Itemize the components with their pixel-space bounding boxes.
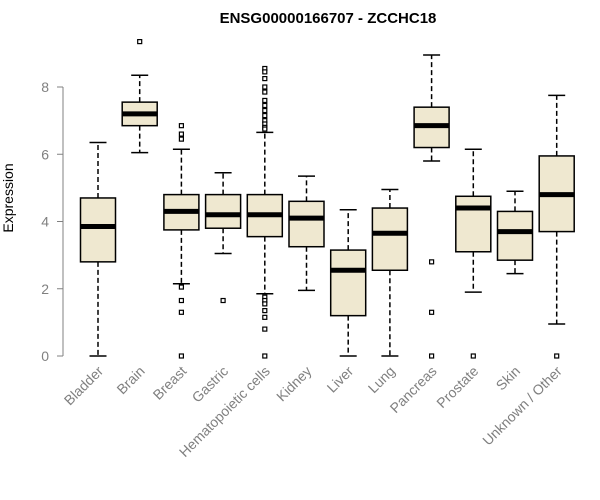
y-tick-label: 6: [41, 146, 49, 162]
box-group: [163, 123, 200, 359]
box-group: [538, 94, 575, 359]
x-tick-label: Unknown / Other: [479, 363, 565, 449]
y-tick-label: 0: [41, 348, 49, 364]
outlier-point: [470, 353, 476, 359]
chart-title: ENSG00000166707 - ZCCHC18: [220, 10, 437, 27]
x-tick-label: Breast: [150, 363, 190, 403]
box-group: [204, 171, 242, 304]
outlier-point: [429, 309, 435, 315]
outlier-point: [178, 136, 184, 142]
outlier-point: [262, 353, 268, 359]
box-iqr: [204, 193, 242, 229]
x-tick-label: Kidney: [273, 363, 315, 405]
x-tick-label: Brain: [113, 363, 147, 397]
outlier-point: [262, 97, 268, 104]
y-axis: 0 2 4 6 8: [41, 79, 64, 364]
outlier-point: [262, 107, 268, 114]
box-iqr: [288, 200, 325, 248]
y-tick-label: 2: [41, 281, 49, 297]
x-tick-label: Liver: [324, 363, 357, 396]
outlier-point: [262, 75, 268, 82]
x-tick-label: Prostate: [433, 363, 481, 411]
box-group: [121, 39, 158, 154]
outlier-point: [262, 69, 268, 75]
box-group: [496, 190, 534, 275]
outlier-point: [220, 297, 226, 304]
outlier-point: [262, 112, 268, 119]
outlier-point: [429, 259, 435, 265]
outlier-point: [262, 89, 268, 95]
outlier-point: [554, 353, 560, 359]
boxes-group: [79, 39, 575, 359]
outlier-point: [262, 126, 268, 132]
outlier-point: [178, 309, 184, 315]
outlier-point: [178, 131, 184, 137]
box-iqr: [371, 207, 409, 272]
outlier-point: [429, 353, 435, 359]
box-iqr: [79, 197, 117, 263]
outlier-point: [262, 326, 268, 332]
y-tick-label: 4: [41, 214, 49, 230]
y-axis-label: Expression: [0, 163, 16, 232]
box-iqr: [455, 195, 492, 253]
outlier-point: [262, 102, 268, 109]
outlier-point: [262, 84, 268, 90]
outlier-point: [178, 123, 184, 129]
outlier-point: [262, 314, 268, 320]
outlier-point: [178, 284, 184, 290]
box-group: [371, 188, 409, 357]
box-group: [413, 54, 450, 359]
box-group: [288, 175, 325, 292]
outlier-point: [178, 297, 184, 304]
box-iqr: [496, 210, 534, 261]
box-group: [246, 65, 284, 359]
outlier-point: [262, 301, 268, 307]
x-tick-label: Bladder: [61, 363, 107, 409]
box-group: [329, 208, 367, 357]
outlier-point: [178, 353, 184, 359]
outlier-point: [262, 308, 268, 314]
box-iqr: [329, 249, 367, 317]
box-group: [455, 148, 492, 359]
box-group: [79, 141, 117, 357]
x-tick-label: Skin: [493, 363, 524, 394]
outlier-point: [137, 39, 143, 45]
x-tick-label: Lung: [365, 363, 398, 396]
y-tick-label: 8: [41, 79, 49, 95]
